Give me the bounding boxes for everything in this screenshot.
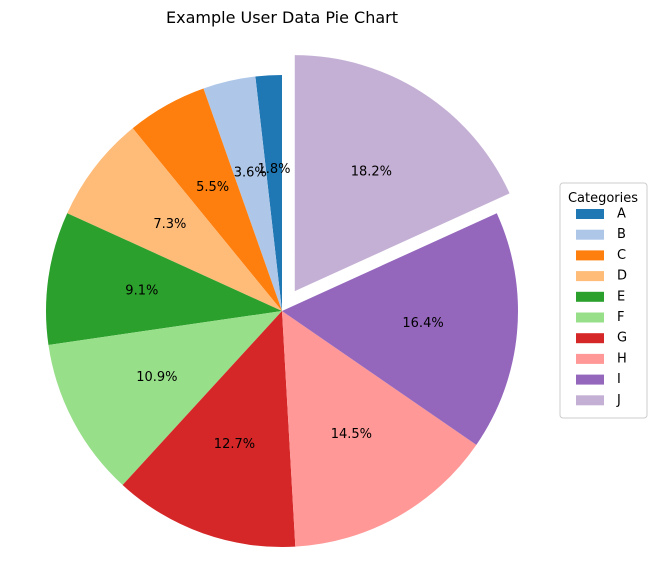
pct-label-i: 16.4% bbox=[402, 316, 443, 331]
legend-title: Categories bbox=[568, 191, 638, 206]
legend-swatch-b bbox=[576, 229, 604, 240]
legend-label-d: D bbox=[617, 269, 627, 284]
legend-label-b: B bbox=[617, 227, 626, 242]
pie-slice-b bbox=[203, 76, 282, 312]
pct-label-b: 3.6% bbox=[234, 166, 267, 181]
legend-swatch-a bbox=[576, 209, 604, 219]
pct-label-c: 5.5% bbox=[196, 180, 229, 195]
legend-label-a: A bbox=[617, 207, 626, 222]
legend-swatch-j bbox=[576, 395, 604, 406]
pie-slice-f bbox=[48, 311, 282, 486]
pie-slice-e bbox=[46, 213, 282, 345]
legend-label-j: J bbox=[616, 393, 621, 408]
legend-swatch-g bbox=[576, 333, 604, 344]
slices-layer bbox=[46, 55, 518, 547]
legend-swatch-f bbox=[576, 312, 604, 323]
chart-title: Example User Data Pie Chart bbox=[166, 8, 398, 27]
pie-slice-a bbox=[255, 75, 282, 311]
legend-label-c: C bbox=[617, 248, 626, 263]
pct-label-h: 14.5% bbox=[331, 427, 372, 442]
legend-label-g: G bbox=[617, 331, 627, 346]
legend-swatch-e bbox=[576, 291, 604, 302]
pct-label-e: 9.1% bbox=[125, 284, 158, 299]
legend-label-h: H bbox=[617, 351, 627, 366]
pie-slice-c bbox=[132, 88, 282, 312]
pie-slice-g bbox=[122, 311, 296, 547]
pct-label-a: 1.8% bbox=[257, 162, 290, 177]
legend-swatch-c bbox=[576, 250, 604, 261]
pct-label-f: 10.9% bbox=[136, 370, 177, 385]
pct-label-g: 12.7% bbox=[214, 437, 255, 452]
pie-slice-d bbox=[67, 128, 282, 311]
legend-label-e: E bbox=[617, 289, 625, 304]
pie-slice-j bbox=[294, 55, 510, 292]
pct-labels-layer: 1.8%3.6% 5.5% 7.3% 9.1% 10.9% 12.7% 14.5% 16.4%… bbox=[125, 162, 443, 452]
legend-swatch-d bbox=[576, 271, 604, 282]
pie-slice-i bbox=[282, 213, 518, 445]
legend-swatch-i bbox=[576, 374, 604, 385]
pie-slice-h bbox=[282, 311, 477, 547]
legend-label-f: F bbox=[617, 310, 624, 325]
pct-label-j: 18.2% bbox=[351, 165, 392, 180]
pct-label-d: 7.3% bbox=[153, 217, 186, 232]
legend-label-i: I bbox=[617, 372, 621, 387]
legend-swatch-h bbox=[576, 353, 604, 364]
